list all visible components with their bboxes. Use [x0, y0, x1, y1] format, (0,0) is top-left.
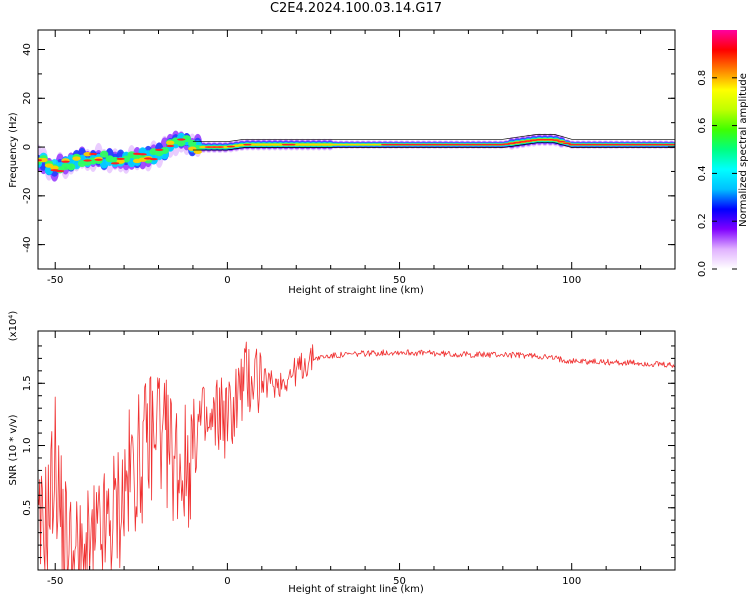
spectrogram-cell: [116, 157, 125, 160]
spectrogram-x-tick-label: 50: [393, 275, 406, 286]
spectrogram-cell: [177, 139, 186, 147]
spectrogram-cell: [38, 159, 43, 162]
spectrogram-cell: [83, 151, 92, 157]
spectrogram-cell: [66, 163, 76, 171]
spectrogram-y-axis-label: Frequency (Hz): [8, 112, 19, 188]
ridge-upper-contour: [192, 134, 675, 143]
spectrogram-cell: [39, 157, 48, 163]
colorbar-tick-label: 0.8: [697, 70, 708, 86]
spectrogram-cell: [562, 142, 572, 145]
colorbar-tick-label: 0.6: [697, 118, 708, 134]
colorbar-tick-label: 0.2: [697, 213, 708, 229]
spectrogram-cell: [94, 158, 103, 161]
spectral-ridge: [192, 134, 675, 151]
spectrogram-cell: [166, 140, 175, 145]
snr-y-tick-label: 1.5: [22, 375, 33, 391]
snr-y-tick-labels: 0.5 1.0 1.5: [22, 375, 33, 515]
spectrogram-cell: [182, 135, 191, 143]
spectrogram-ticks: [38, 30, 676, 269]
spectrogram-y-tick-labels: -40 -20 0 20 40: [22, 43, 33, 253]
spectrogram-cell: [72, 156, 81, 161]
spectrogram-y-tick-label: 40: [22, 43, 33, 56]
spectrogram-cell: [226, 145, 236, 148]
chart-title: C2E4.2024.100.03.14.G17: [269, 1, 443, 16]
spectrogram-cell: [116, 159, 125, 164]
spectrogram-x-tick-label: -50: [47, 275, 63, 286]
spectrogram-x-tick-labels: -50 0 50 100: [47, 275, 581, 286]
spectrogram-cell: [99, 150, 109, 158]
snr-y-tick-label: 0.5: [22, 500, 33, 516]
snr-ticks: [38, 331, 676, 570]
spectrogram-cell: [557, 140, 566, 143]
snr-x-tick-labels: -50 0 50 100: [47, 576, 581, 587]
spectrogram-cell: [138, 153, 147, 156]
spectrogram-y-tick-label: -20: [22, 188, 33, 204]
spectrogram-frame: [37, 29, 676, 270]
snr-y-tick-label: 1.0: [22, 438, 33, 454]
snr-x-tick-label: 50: [393, 576, 406, 587]
spectrogram-y-tick-label: -40: [22, 236, 33, 252]
colorbar-label: Normalized spectral amplitude: [738, 73, 749, 227]
colorbar-tick-labels: 0.0 0.2 0.4 0.6 0.8: [697, 70, 737, 277]
snr-panel: -50 0 50 100 0.5 1.0 1.5 Height of straight l…: [8, 311, 676, 595]
spectrogram-cell: [215, 146, 225, 148]
snr-x-axis-label: Height of straight line (km): [288, 584, 424, 595]
colorbar-gradient: [712, 30, 737, 269]
spectrogram-cell: [155, 148, 164, 151]
spectrogram-cell: [667, 143, 675, 146]
ridge-lower-contour: [192, 142, 675, 151]
spectrogram-x-tick-label: 100: [562, 275, 581, 286]
spectrogram-cell: [177, 138, 186, 141]
snr-series-line: [38, 341, 675, 570]
spectrogram-cell: [551, 139, 561, 141]
snr-x-tick-label: 100: [562, 576, 581, 587]
colorbar-tick-label: 0.4: [697, 165, 708, 181]
spectrogram-panel: -50 0 50 100 -40 -20 0 20 40 Height of straight…: [8, 29, 676, 296]
spectrogram-x-tick-label: 0: [224, 275, 230, 286]
colorbar-tick-label: 0.0: [697, 261, 708, 277]
colorbar: 0.0 0.2 0.4 0.6 0.8 Normalized spectral ampl…: [697, 30, 749, 277]
spectrogram-cell: [110, 162, 120, 165]
spectrogram-x-axis-label: Height of straight line (km): [288, 285, 424, 296]
spectrogram-cell: [287, 143, 296, 146]
snr-y-multiplier: (x10⁴): [8, 311, 19, 342]
spectrogram-cell: [55, 169, 65, 173]
spectrogram-cell: [160, 146, 169, 154]
spectrogram-cell: [193, 149, 202, 155]
spectrogram-cell: [243, 143, 252, 146]
snr-x-tick-label: 0: [224, 576, 230, 587]
spectrogram-cell: [61, 160, 70, 163]
spectrogram-cell: [166, 144, 175, 148]
spectrogram-cell: [83, 159, 92, 162]
spectrogram-cell: [149, 158, 158, 161]
spectrogram-image: [38, 130, 675, 182]
snr-y-axis-label: SNR (10 * v/v): [8, 414, 19, 485]
spectrogram-y-tick-label: 0: [22, 144, 33, 150]
snr-frame: [37, 330, 676, 571]
spectrogram-y-tick-label: 20: [22, 92, 33, 105]
spectrogram-cell: [50, 165, 59, 170]
spectrogram-cell: [325, 143, 335, 146]
snr-x-tick-label: -50: [47, 576, 63, 587]
spectrogram-cell: [88, 152, 98, 156]
